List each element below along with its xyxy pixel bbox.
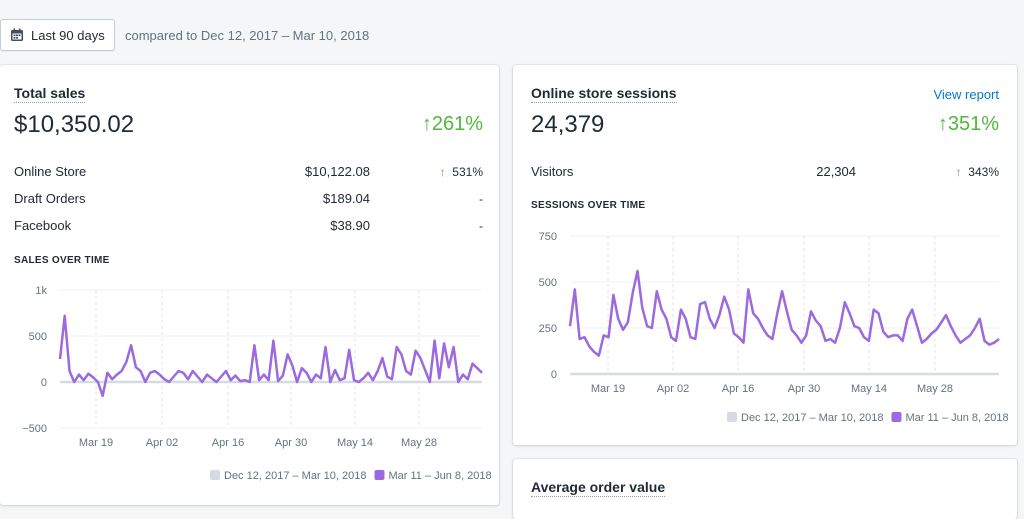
legend-swatch bbox=[727, 412, 737, 422]
total-sales-card: Total sales $10,350.02 ↑261% Online Stor… bbox=[0, 65, 499, 505]
sales-row-value-facebook: $38.90 bbox=[330, 218, 370, 233]
calendar-icon bbox=[11, 28, 23, 41]
y-tick-label: −500 bbox=[22, 423, 47, 435]
view-report-link[interactable]: View report bbox=[933, 87, 999, 102]
y-tick-label: 0 bbox=[551, 369, 557, 381]
sessions-change: ↑351% bbox=[938, 113, 999, 136]
y-tick-label: 250 bbox=[539, 323, 557, 335]
total-sales-title[interactable]: Total sales bbox=[14, 85, 86, 103]
total-sales-change: ↑261% bbox=[422, 113, 483, 136]
sessions-chart-heading: SESSIONS OVER TIME bbox=[531, 200, 646, 211]
x-tick-label: May 28 bbox=[917, 383, 953, 395]
x-tick-label: Apr 30 bbox=[788, 383, 820, 395]
x-tick-label: May 14 bbox=[851, 383, 887, 395]
arrow-up-icon: ↑ bbox=[439, 165, 446, 179]
legend-label: Mar 11 – Jun 8, 2018 bbox=[905, 412, 1008, 424]
x-tick-label: Apr 30 bbox=[275, 437, 307, 449]
legend-swatch bbox=[210, 470, 220, 480]
legend-swatch bbox=[374, 470, 385, 480]
sessions-change-value: 351% bbox=[947, 113, 999, 135]
sales-row-change-draft-orders: - bbox=[479, 192, 483, 206]
arrow-up-icon: ↑ bbox=[937, 113, 948, 135]
sessions-row-value-visitors: 22,304 bbox=[816, 164, 856, 179]
compare-text: compared to Dec 12, 2017 – Mar 10, 2018 bbox=[125, 28, 370, 43]
sessions-row-change-visitors: ↑ 343% bbox=[956, 165, 999, 179]
sessions-card: Online store sessions View report 24,379… bbox=[513, 65, 1017, 445]
date-range-button[interactable]: Last 90 days bbox=[0, 19, 115, 51]
y-tick-label: 1k bbox=[35, 285, 47, 297]
legend-label: Mar 11 – Jun 8, 2018 bbox=[388, 470, 491, 482]
sessions-title[interactable]: Online store sessions bbox=[531, 85, 677, 103]
sales-row-change-value: 531% bbox=[452, 165, 483, 179]
sessions-over-time-chart: 750 500 250 0 Mar 19 Apr 02 Apr 16 Apr 30 May 14… bbox=[539, 231, 1009, 424]
x-tick-label: May 14 bbox=[337, 437, 373, 449]
x-tick-label: Mar 19 bbox=[79, 437, 113, 449]
x-tick-label: Apr 16 bbox=[722, 383, 754, 395]
legend-label: Dec 12, 2017 – Mar 10, 2018 bbox=[741, 412, 883, 424]
average-order-card: Average order value bbox=[513, 459, 1017, 519]
series-line-current bbox=[568, 269, 1000, 357]
x-tick-label: Mar 19 bbox=[591, 383, 625, 395]
sales-chart-heading: SALES OVER TIME bbox=[14, 255, 110, 266]
average-order-title[interactable]: Average order value bbox=[531, 479, 666, 497]
legend-swatch bbox=[891, 412, 902, 422]
y-tick-label: 500 bbox=[29, 331, 47, 343]
sessions-row-label-visitors: Visitors bbox=[531, 164, 574, 179]
sales-row-change-facebook: - bbox=[479, 219, 483, 233]
x-tick-label: Apr 16 bbox=[212, 437, 244, 449]
arrow-up-icon: ↑ bbox=[421, 113, 432, 135]
sessions-value: 24,379 bbox=[531, 111, 605, 138]
date-range-label: Last 90 days bbox=[31, 27, 105, 43]
x-tick-label: Apr 02 bbox=[657, 383, 689, 395]
total-sales-change-value: 261% bbox=[431, 113, 483, 135]
y-tick-label: 750 bbox=[539, 231, 557, 243]
sales-over-time-chart: 1k 500 0 −500 Mar 19 Apr 02 Apr 16 Apr 30 May 14… bbox=[22, 285, 491, 482]
x-tick-label: May 28 bbox=[401, 437, 437, 449]
x-tick-label: Apr 02 bbox=[146, 437, 178, 449]
legend-label: Dec 12, 2017 – Mar 10, 2018 bbox=[224, 470, 366, 482]
sales-row-label-online-store: Online Store bbox=[14, 164, 87, 179]
y-tick-label: 0 bbox=[41, 377, 47, 389]
sales-row-label-draft-orders: Draft Orders bbox=[14, 191, 86, 206]
sessions-row-change-value: 343% bbox=[968, 165, 999, 179]
arrow-up-icon: ↑ bbox=[955, 165, 962, 179]
sales-row-change-online-store: ↑ 531% bbox=[440, 165, 483, 179]
sales-row-value-draft-orders: $189.04 bbox=[323, 191, 370, 206]
series-line-current bbox=[58, 314, 483, 398]
sales-row-value-online-store: $10,122.08 bbox=[304, 164, 370, 179]
total-sales-value: $10,350.02 bbox=[14, 111, 135, 138]
y-tick-label: 500 bbox=[539, 277, 557, 289]
sales-row-label-facebook: Facebook bbox=[14, 218, 72, 233]
